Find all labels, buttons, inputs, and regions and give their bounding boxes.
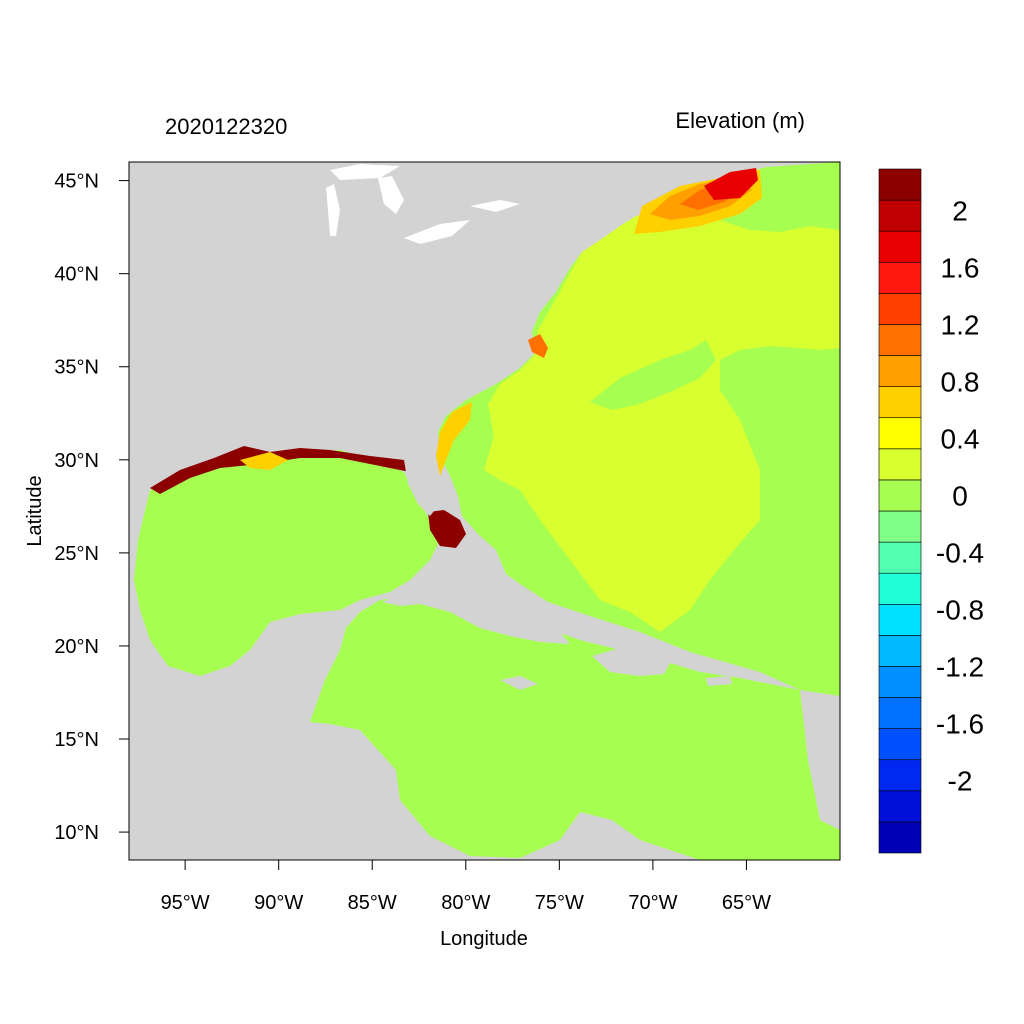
ocean-field-gulf-of-mexico: [134, 450, 440, 676]
x-tick-label: 85°W: [348, 892, 397, 914]
colorbar-swatch: [878, 479, 922, 512]
carolina-coastal-surge: [528, 334, 548, 358]
y-axis-label: Latitude: [24, 475, 46, 546]
x-tick-label: 95°W: [161, 892, 210, 914]
x-tick-label: 90°W: [254, 892, 303, 914]
jamaica-island: [500, 676, 538, 690]
colorbar-swatch: [878, 510, 922, 543]
colorbar-swatch: [878, 261, 922, 294]
x-tick-label: 65°W: [722, 892, 771, 914]
y-tick-label: 10°N: [54, 822, 99, 844]
colorbar-label: 0: [952, 480, 968, 511]
southeast-coastal-yellow: [436, 402, 472, 476]
colorbar-label: 1.6: [941, 252, 980, 283]
x-axis: 95°W 90°W 85°W 80°W 75°W 70°W 65°W: [161, 860, 771, 914]
y-tick-label: 40°N: [54, 264, 99, 286]
south-florida-surge: [428, 510, 466, 548]
colorbar-swatch: [878, 790, 922, 823]
cuba-island: [382, 588, 570, 644]
x-axis-label: Longitude: [440, 928, 528, 950]
colorbar-swatch: [878, 541, 922, 574]
colorbar-swatch: [878, 355, 922, 387]
y-tick-label: 25°N: [54, 543, 99, 565]
colorbar-label: 0.4: [941, 423, 980, 454]
y-tick-label: 35°N: [54, 357, 99, 379]
colorbar-label: 2: [952, 195, 968, 226]
colorbar-label: -0.8: [936, 594, 984, 625]
y-tick-label: 30°N: [54, 450, 99, 472]
colorbar: -2 -1.6 -1.2 -0.8 -0.4 0 0.4 0.8 1.2 1.6 2: [878, 168, 984, 854]
colorbar-swatch: [878, 572, 922, 605]
colorbar-swatch: [878, 293, 922, 325]
lake-ontario: [470, 200, 520, 212]
x-tick-label: 80°W: [441, 892, 490, 914]
colorbar-swatch: [878, 324, 922, 356]
colorbar-label: -1.6: [936, 708, 984, 739]
map-panel: [129, 162, 840, 860]
colorbar-label: -0.4: [936, 537, 984, 568]
colorbar-label: 0.8: [941, 366, 980, 397]
colorbar-swatch: [878, 759, 922, 792]
y-tick-label: 15°N: [54, 729, 99, 751]
colorbar-swatch: [878, 230, 922, 263]
florida-peninsula: [404, 460, 438, 516]
gulf-of-maine-surge-4: [704, 168, 758, 200]
puerto-rico-island: [706, 676, 732, 686]
colorbar-swatch: [878, 448, 922, 481]
colorbar-swatch: [878, 603, 922, 636]
lake-superior: [330, 164, 400, 180]
colorbar-swatch: [878, 168, 922, 201]
lake-michigan: [326, 184, 340, 236]
y-tick-label: 45°N: [54, 171, 99, 193]
louisiana-yellow-patch: [240, 452, 288, 470]
colorbar-swatch: [878, 635, 922, 667]
positive-anomaly-region: [484, 212, 840, 632]
anomaly-inner-patch: [590, 340, 716, 410]
colorbar-label: 1.2: [941, 309, 980, 340]
x-tick-label: 75°W: [535, 892, 584, 914]
y-axis: 10°N 15°N 20°N 25°N 30°N 35°N 40°N 45°N: [54, 171, 129, 844]
y-tick-label: 20°N: [54, 636, 99, 658]
plot-frame: [128, 161, 841, 861]
title-variable: Elevation (m): [675, 108, 805, 133]
lake-huron: [378, 176, 404, 214]
hispaniola-island: [592, 648, 672, 676]
colorbar-label: -2: [948, 765, 973, 796]
title-date: 2020122320: [165, 114, 287, 139]
colorbar-swatch: [878, 821, 922, 854]
louisiana-coastal-surge: [150, 446, 410, 494]
lake-erie: [404, 220, 470, 244]
colorbar-swatch: [878, 666, 922, 698]
colorbar-swatch: [878, 417, 922, 450]
colorbar-swatch: [878, 697, 922, 729]
colorbar-swatch: [878, 728, 922, 761]
x-tick-label: 70°W: [628, 892, 677, 914]
colorbar-swatch: [878, 199, 922, 232]
colorbar-swatch: [878, 386, 922, 419]
colorbar-label: -1.2: [936, 651, 984, 682]
